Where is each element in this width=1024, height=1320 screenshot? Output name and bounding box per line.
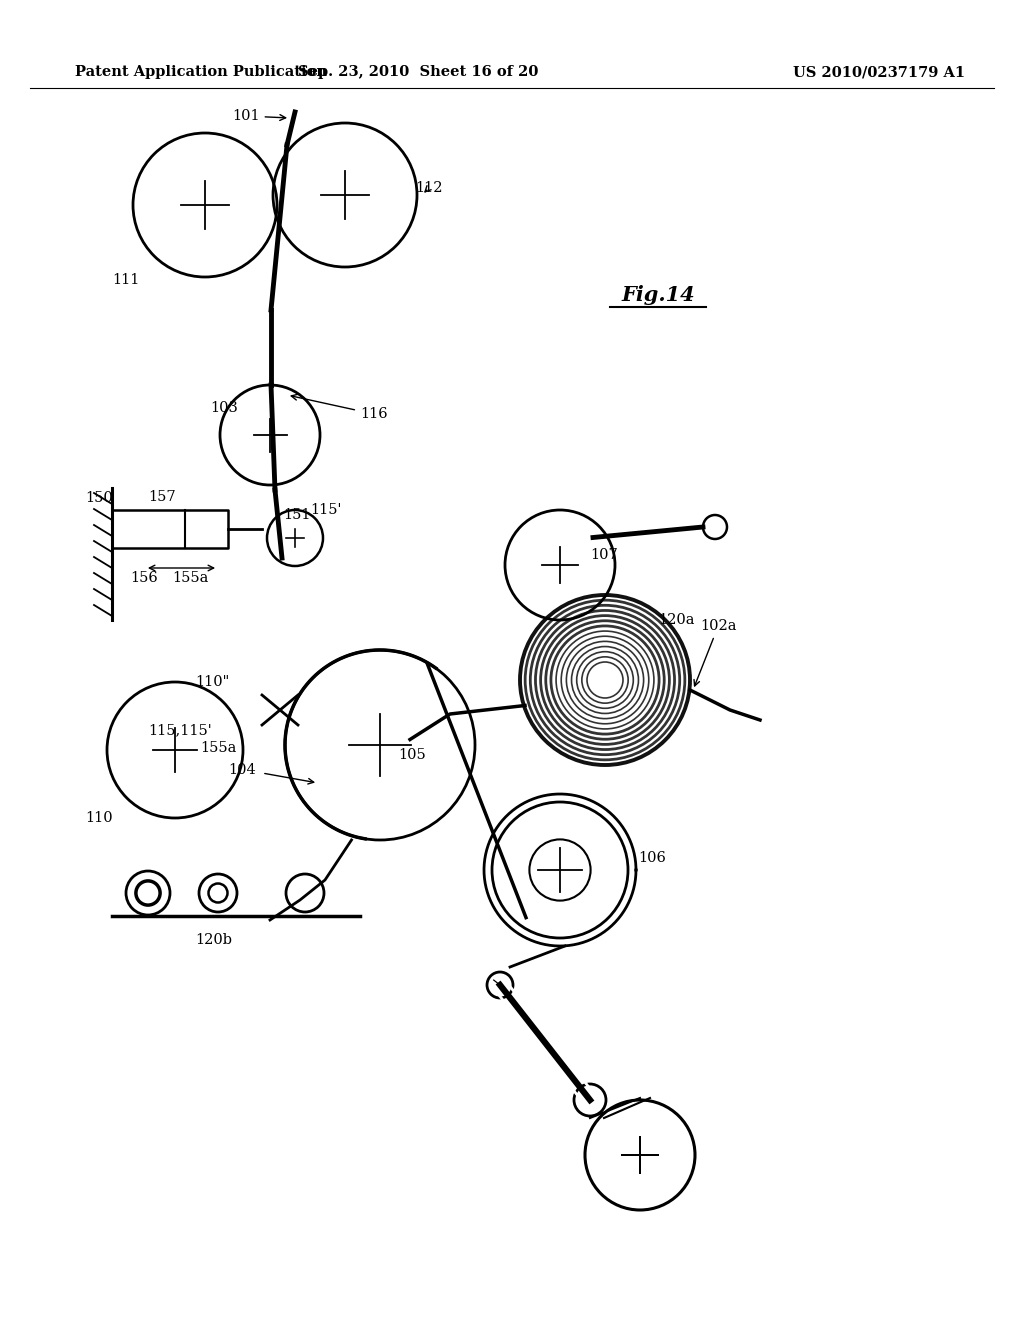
Text: 110": 110" — [195, 675, 229, 689]
Text: 110: 110 — [85, 810, 113, 825]
Text: US 2010/0237179 A1: US 2010/0237179 A1 — [793, 65, 966, 79]
Text: 151: 151 — [283, 508, 310, 521]
Text: 115,115': 115,115' — [148, 723, 212, 737]
Text: 112: 112 — [415, 181, 442, 195]
Text: Fig.14: Fig.14 — [622, 285, 695, 305]
Text: Patent Application Publication: Patent Application Publication — [75, 65, 327, 79]
Text: 115': 115' — [310, 503, 341, 517]
Text: 155a: 155a — [200, 741, 237, 755]
Text: 156: 156 — [130, 572, 158, 585]
Text: 120b: 120b — [195, 933, 232, 946]
Text: 111: 111 — [112, 273, 139, 286]
Text: 104: 104 — [228, 763, 256, 777]
Text: 116: 116 — [291, 395, 388, 421]
Text: 120a: 120a — [658, 612, 694, 627]
Text: 107: 107 — [590, 548, 617, 562]
Text: 155a: 155a — [172, 572, 208, 585]
Text: 106: 106 — [638, 851, 666, 865]
Text: 101: 101 — [232, 110, 286, 123]
Text: 157: 157 — [148, 490, 176, 504]
Text: 102a: 102a — [694, 619, 736, 686]
Text: 103: 103 — [210, 401, 238, 414]
Text: 105: 105 — [398, 748, 426, 762]
Text: Sep. 23, 2010  Sheet 16 of 20: Sep. 23, 2010 Sheet 16 of 20 — [298, 65, 539, 79]
Text: 150: 150 — [85, 491, 113, 506]
